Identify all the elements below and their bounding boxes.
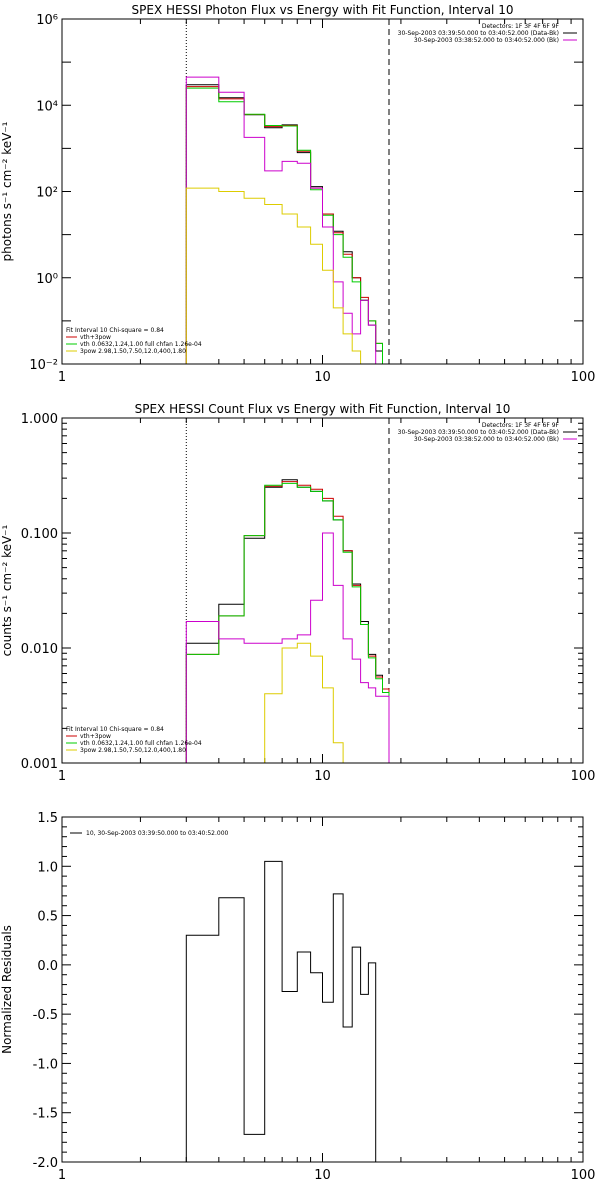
chart-title: SPEX HESSI Photon Flux vs Energy with Fi… [132, 3, 514, 17]
x-tick-label: 100 [571, 1168, 596, 1183]
y-tick-label: -2.0 [33, 1156, 58, 1171]
series-step-line [185, 87, 402, 364]
x-tick-label: 1 [58, 769, 66, 784]
series-group [185, 479, 402, 763]
y-tick-label: -1.0 [33, 1057, 58, 1072]
legend-entry: vth+3pow [80, 733, 111, 740]
legend-entry: 30-Sep-2003 03:39:50.000 to 03:40:52.000… [398, 429, 559, 436]
y-tick-label: 1.5 [37, 811, 58, 826]
x-tick-label: 10 [314, 769, 331, 784]
y-tick-label: 1.0 [37, 860, 58, 875]
series-step-line [185, 532, 402, 763]
legend-entry: 3pow 2.98,1.50,7.50,12.0,400,1.80 [80, 747, 186, 754]
legend-entry: 30-Sep-2003 03:38:52.000 to 03:40:52.000… [414, 436, 559, 443]
legend-entry: Detectors: 1F 3F 4F 6F 9F [482, 422, 560, 429]
y-tick-label: 10⁻² [29, 358, 58, 373]
series-group [185, 76, 402, 364]
y-axis-label: Normalized Residuals [0, 925, 14, 1054]
y-tick-label: 0.5 [37, 910, 58, 925]
chart-panel-2: SPEX HESSI Count Flux vs Energy with Fit… [0, 402, 596, 784]
legend-entry: vth 0.0632,1.24,1.00 full chfan 1.26e-04 [80, 341, 202, 348]
plot-frame [61, 816, 584, 1163]
y-tick-label: -0.5 [33, 1008, 58, 1023]
y-tick-label: 0.0 [37, 959, 58, 974]
legend-entry: Fit Interval 10 Chi-square = 0.84 [66, 726, 164, 733]
chart-panel-1: SPEX HESSI Photon Flux vs Energy with Fi… [0, 3, 595, 385]
y-tick-label: 10⁰ [36, 272, 58, 287]
series-step-line [185, 86, 402, 364]
series-step-line [185, 187, 402, 364]
y-tick-label: 10² [36, 186, 58, 201]
x-tick-label: 10 [314, 1168, 331, 1183]
series-step-line [185, 860, 390, 1162]
y-tick-label: 0.001 [21, 757, 58, 772]
y-tick-label: 0.100 [21, 527, 58, 542]
legend-entry: 30-Sep-2003 03:39:50.000 to 03:40:52.000… [398, 30, 559, 37]
series-step-line [185, 84, 402, 364]
chart-panel-3: Normalized Residuals 1 10 100 -2.0 -1.5 -1.0 -0… [0, 811, 595, 1183]
series-step-line [185, 482, 402, 763]
plot-frame [61, 417, 584, 764]
y-axis-label: photons s⁻¹ cm⁻² keV⁻¹ [0, 121, 14, 261]
series-group [185, 860, 390, 1162]
x-tick-label: 1 [58, 1168, 66, 1183]
series-step-line [264, 642, 344, 763]
y-tick-label: 10⁴ [36, 99, 58, 114]
series-step-line [185, 76, 402, 364]
legend-entry: 3pow 2.98,1.50,7.50,12.0,400,1.80 [80, 348, 186, 355]
legend-entry: 30-Sep-2003 03:38:52.000 to 03:40:52.000… [414, 37, 559, 44]
x-tick-label: 1 [58, 370, 66, 385]
x-tick-label: 100 [571, 370, 596, 385]
y-tick-label: 10⁶ [36, 13, 58, 28]
x-tick-label: 10 [314, 370, 331, 385]
chart-title: SPEX HESSI Count Flux vs Energy with Fit… [135, 402, 511, 416]
y-tick-label: -1.5 [33, 1107, 58, 1122]
legend-entry: Detectors: 1F 3F 4F 6F 9F [482, 23, 560, 30]
legend-entry: vth 0.0632,1.24,1.00 full chfan 1.26e-04 [80, 740, 202, 747]
legend-entry: vth+3pow [80, 334, 111, 341]
y-axis-label: counts s⁻¹ cm⁻² keV⁻¹ [0, 524, 14, 656]
legend-entry: 10, 30-Sep-2003 03:39:50.000 to 03:40:52… [86, 830, 229, 837]
x-tick-label: 100 [571, 769, 596, 784]
y-tick-label: 1.000 [21, 412, 58, 427]
y-tick-label: 0.010 [21, 642, 58, 657]
legend-entry: Fit Interval 10 Chi-square = 0.84 [66, 327, 164, 334]
plot-frame [61, 18, 584, 365]
